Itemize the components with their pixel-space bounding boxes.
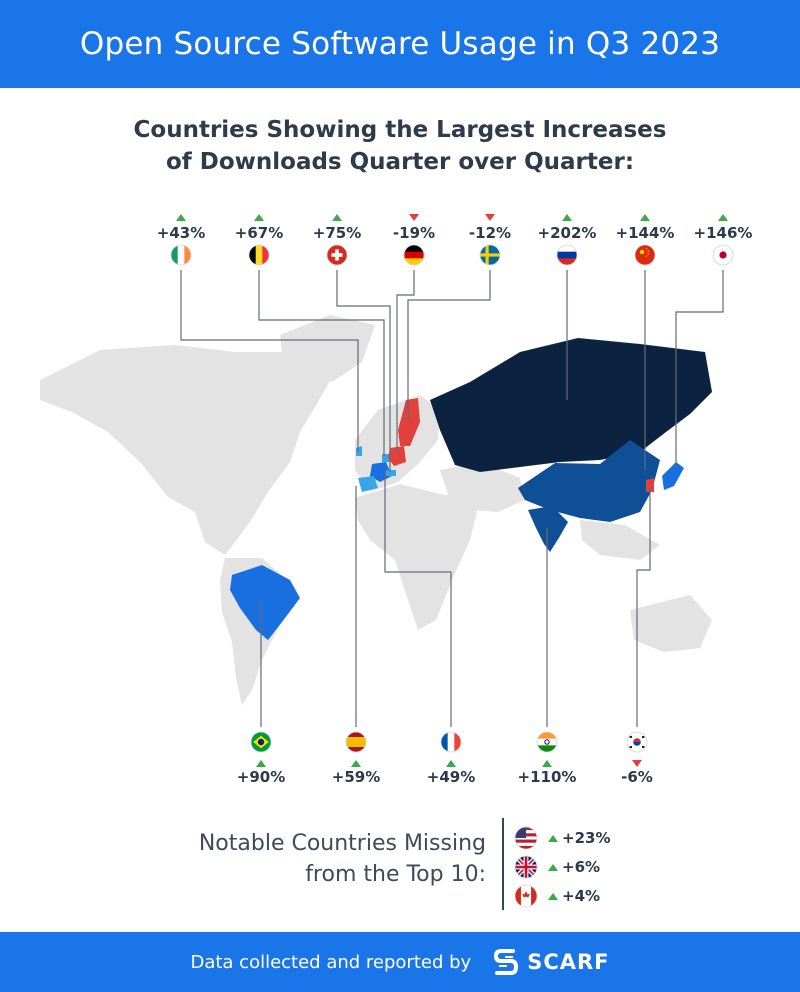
switzerland-flag-icon [326,244,348,266]
india-value-label: +110% [517,768,577,786]
missing-divider [502,818,504,910]
sweden-flag-icon [479,244,501,266]
china-flag-icon [634,244,656,266]
country-russia [430,338,712,472]
france-flag-icon [440,731,462,753]
missing-country-united-kingdom: +6% [514,855,600,879]
south-korea-decrease-arrow-icon [632,760,642,767]
missing-title-line-2: from the Top 10: [305,862,486,887]
land-north-america [40,345,335,555]
usa-flag-icon [514,826,538,850]
china-increase-arrow-icon [640,214,650,221]
ireland-value-label: +43% [156,224,206,242]
russia-value-label: +202% [537,224,597,242]
country-india [528,506,568,552]
france-leader-line [384,470,452,727]
missing-countries-title: Notable Countries Missing from the Top 1… [90,828,486,890]
footer-banner: Data collected and reported by SCARF [0,932,800,992]
india-flag-icon [536,731,558,753]
united-states-value-label: +23% [562,829,611,847]
switzerland-leader-line [336,270,391,472]
south-korea-flag-icon [626,731,648,753]
subtitle: Countries Showing the Largest Increases … [0,114,800,178]
missing-country-united-states: +23% [514,826,610,850]
brazil-flag-icon [250,731,272,753]
land-middle-east [440,462,525,512]
russia-increase-arrow-icon [562,214,572,221]
country-japan [662,462,684,490]
uk-flag-icon [514,855,538,879]
page-title: Open Source Software Usage in Q3 2023 [79,26,721,62]
land-australia [630,595,712,652]
japan-increase-arrow-icon [718,214,728,221]
scarf-logo-icon [494,949,519,975]
russia-flag-icon [556,244,578,266]
ireland-increase-arrow-icon [176,214,186,221]
country-sweden [398,398,420,446]
country-brazil [230,565,300,640]
japan-leader-line [675,270,724,468]
belgium-flag-icon [248,244,270,266]
brazil-increase-arrow-icon [256,760,266,767]
country-spain [358,476,378,492]
south-korea-leader-line [636,486,651,727]
united-kingdom-value-label: +6% [562,858,601,876]
brazil-value-label: +90% [236,768,286,786]
flag-markers [170,244,734,753]
subtitle-line-1: Countries Showing the Largest Increases [133,117,667,143]
spain-increase-arrow-icon [351,760,361,767]
country-germany [388,446,406,466]
china-value-label: +144% [615,224,675,242]
belgium-leader-line [258,270,385,456]
sweden-value-label: -12% [468,224,512,242]
belgium-increase-arrow-icon [254,214,264,221]
land-greenland [280,315,375,382]
south-korea-value-label: -6% [621,768,653,786]
country-china [518,440,660,522]
country-south-korea [646,478,654,492]
switzerland-increase-arrow-icon [332,214,342,221]
germany-leader-line [396,270,415,452]
subtitle-line-2: of Downloads Quarter over Quarter: [165,149,635,175]
footer-text: Data collected and reported by [190,951,472,973]
missing-country-canada: +4% [514,884,600,908]
france-value-label: +49% [426,768,476,786]
belgium-value-label: +67% [234,224,284,242]
sweden-decrease-arrow-icon [485,214,495,221]
land-africa [355,484,480,630]
germany-decrease-arrow-icon [409,214,419,221]
scarf-logo: SCARF [493,947,609,977]
header-banner: Open Source Software Usage in Q3 2023 [0,0,800,88]
japan-value-label: +146% [693,224,753,242]
land-southeast-asia [580,520,660,560]
canada-value-label: +4% [562,887,601,905]
spain-value-label: +59% [331,768,381,786]
scarf-brand: SCARF [527,950,610,974]
highlighted-countries [230,338,712,640]
ireland-leader-line [180,270,359,452]
germany-value-label: -19% [392,224,436,242]
canada-flag-icon [514,884,538,908]
japan-flag-icon [712,244,734,266]
france-increase-arrow-icon [446,760,456,767]
sweden-leader-line [407,270,491,420]
germany-flag-icon [403,244,425,266]
country-france [370,462,392,482]
spain-flag-icon [345,731,367,753]
india-increase-arrow-icon [542,760,552,767]
canada-increase-arrow-icon [548,892,558,900]
united-kingdom-increase-arrow-icon [548,863,558,871]
leader-lines [180,270,724,727]
country-switzerland [386,470,396,476]
ireland-flag-icon [170,244,192,266]
missing-title-line-1: Notable Countries Missing [198,831,486,856]
united-states-increase-arrow-icon [548,834,558,842]
switzerland-value-label: +75% [312,224,362,242]
